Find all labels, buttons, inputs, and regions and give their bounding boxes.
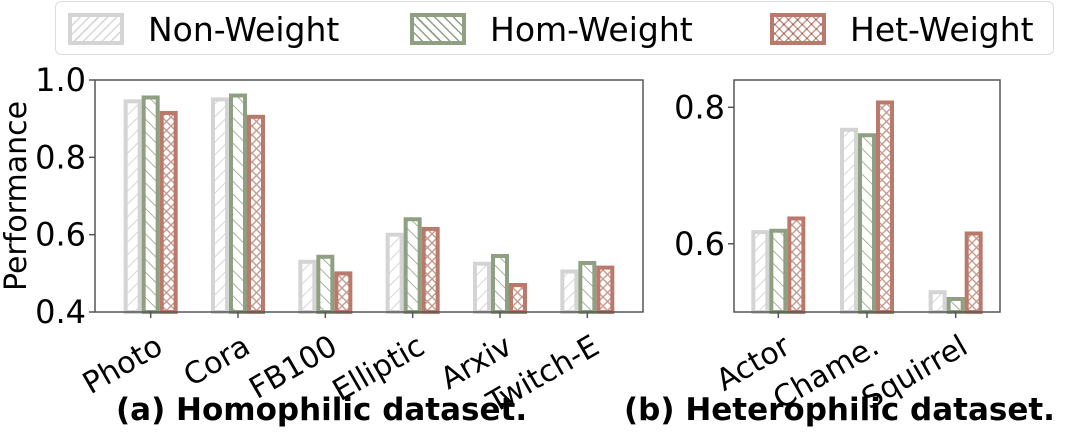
legend-label-het-weight: Het-Weight (850, 9, 1034, 49)
bar-actor-non-weight (751, 230, 770, 314)
y-tick-label-0.4: 0.4 (35, 293, 86, 331)
legend-swatch-het-weight (770, 13, 826, 45)
bar-chame-het-weight (876, 100, 894, 315)
bar-elliptic-hom-weight (403, 217, 422, 314)
legend-label-non-weight: Non-Weight (148, 9, 340, 49)
bar-elliptic-non-weight (385, 232, 404, 315)
caption-heterophilic: (b) Heterophilic dataset. (624, 392, 1055, 428)
bar-photo-hom-weight (141, 95, 160, 315)
bar-squirrel-non-weight (928, 290, 947, 314)
y-tick-label-0.8: 0.8 (674, 88, 725, 126)
bar-actor-het-weight (787, 216, 806, 314)
bar-cora-hom-weight (229, 93, 247, 314)
y-tick-label-0.6: 0.6 (35, 216, 86, 254)
bar-arxiv-het-weight (509, 283, 527, 314)
y-tick-label-0.8: 0.8 (35, 138, 86, 176)
legend-swatch-hom-weight (410, 13, 466, 45)
bar-photo-het-weight (159, 110, 178, 314)
y-axis-label: Performance (0, 101, 34, 291)
legend-item-hom-weight: Hom-Weight (410, 9, 693, 49)
y-tick-label-1.0: 1.0 (35, 61, 86, 99)
legend-swatch-non-weight (68, 13, 124, 45)
bar-actor-hom-weight (769, 228, 788, 314)
legend-label-hom-weight: Hom-Weight (490, 9, 693, 49)
bar-cora-non-weight (211, 97, 229, 315)
bar-fb100-non-weight (298, 259, 317, 314)
bar-elliptic-het-weight (421, 226, 440, 314)
p1-axes-frame (733, 79, 1001, 313)
legend-item-het-weight: Het-Weight (770, 9, 1034, 49)
bar-fb100-hom-weight (316, 254, 335, 315)
bar-arxiv-non-weight (473, 261, 491, 315)
bar-twitch-e-hom-weight (578, 260, 597, 314)
legend: Non-Weight Hom-Weight Het-Weight (55, 1, 1054, 55)
bar-twitch-e-non-weight (560, 269, 579, 315)
bar-arxiv-hom-weight (491, 254, 509, 314)
bar-squirrel-het-weight (964, 231, 983, 314)
legend-item-non-weight: Non-Weight (68, 9, 340, 49)
bar-chame-non-weight (840, 127, 858, 314)
bar-twitch-e-het-weight (596, 265, 615, 315)
caption-homophilic: (a) Homophilic dataset. (116, 392, 528, 428)
p0-axes-frame (94, 79, 644, 313)
bar-fb100-het-weight (334, 271, 353, 314)
x-tick-label-cora: Cora (178, 329, 256, 394)
bar-squirrel-hom-weight (946, 296, 965, 314)
bar-photo-non-weight (123, 99, 142, 315)
x-tick-label-photo: Photo (77, 329, 169, 402)
y-tick-label-0.6: 0.6 (674, 225, 725, 263)
bar-cora-het-weight (247, 114, 265, 314)
bar-chame-hom-weight (858, 133, 876, 314)
